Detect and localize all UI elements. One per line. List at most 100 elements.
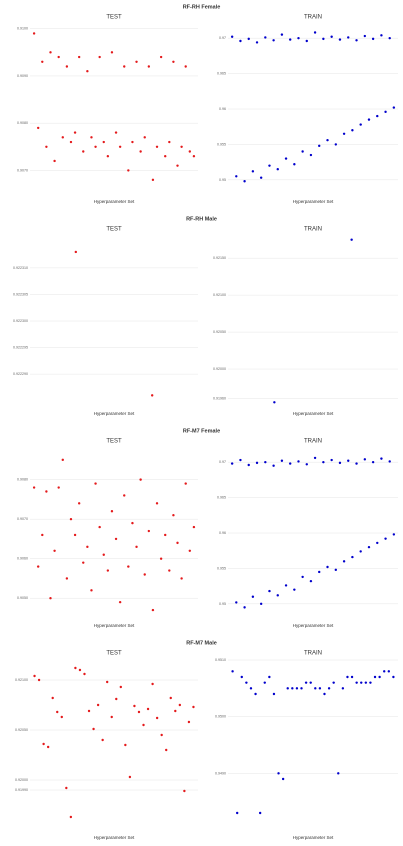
point — [264, 36, 267, 39]
point — [51, 696, 54, 700]
point — [127, 565, 130, 568]
point — [380, 34, 383, 37]
point — [90, 136, 93, 139]
point — [272, 39, 275, 42]
point — [87, 709, 91, 713]
point — [37, 678, 41, 682]
point — [272, 464, 275, 467]
point — [388, 460, 391, 463]
point — [192, 705, 195, 709]
point — [101, 738, 104, 742]
y-tick-label: 0.92000 — [213, 367, 226, 371]
point — [82, 561, 85, 564]
point — [295, 687, 299, 690]
point — [355, 39, 358, 42]
point — [305, 39, 308, 43]
point — [276, 168, 279, 171]
point — [164, 533, 167, 537]
point — [102, 140, 105, 144]
point — [305, 463, 308, 466]
y-tick-label: 0.9490 — [215, 771, 226, 775]
point — [367, 118, 371, 121]
x-axis-label: Hyperparameter Set — [293, 411, 334, 416]
point — [65, 577, 69, 580]
point — [42, 742, 45, 746]
point — [323, 692, 326, 696]
point — [176, 541, 179, 545]
panel-title: TEST — [106, 15, 122, 21]
point — [363, 34, 367, 38]
point — [86, 545, 89, 549]
point — [192, 525, 196, 529]
point — [184, 482, 187, 485]
point — [378, 675, 381, 679]
point — [143, 136, 146, 139]
point — [376, 114, 379, 118]
section-title: RF-RH Male — [186, 216, 217, 222]
point — [322, 37, 325, 41]
point — [301, 150, 304, 153]
point — [268, 675, 271, 679]
point — [56, 710, 59, 714]
y-tick-label: 0.955 — [217, 142, 226, 146]
point — [184, 65, 187, 68]
y-tick-label: 0.9080 — [17, 121, 28, 125]
point — [301, 575, 304, 579]
point — [355, 681, 358, 684]
point — [118, 145, 122, 148]
section-title: RF-RH Female — [183, 4, 221, 10]
point — [364, 681, 368, 684]
point — [57, 55, 60, 59]
point — [94, 482, 97, 485]
x-axis-label: Hyperparameter Set — [94, 411, 135, 416]
y-tick-label: 0.92000 — [15, 778, 28, 782]
point — [65, 65, 69, 68]
y-tick-label: 0.91990 — [15, 788, 28, 792]
point — [288, 462, 292, 465]
point — [77, 502, 81, 505]
point — [341, 687, 345, 690]
point — [115, 697, 118, 701]
y-tick-label: 0.9050 — [17, 596, 28, 600]
y-tick-label: 0.96 — [219, 531, 226, 535]
point — [135, 60, 138, 63]
point — [255, 41, 259, 44]
point — [383, 670, 386, 673]
point — [151, 608, 155, 612]
point — [304, 681, 308, 684]
point — [160, 733, 163, 737]
point — [131, 140, 134, 144]
y-tick-label: 0.97 — [219, 460, 226, 464]
point — [176, 164, 179, 167]
point — [174, 709, 177, 713]
point — [110, 51, 114, 54]
y-tick-label: 0.92050 — [15, 728, 28, 732]
y-tick-label: 0.922290 — [13, 372, 28, 376]
point — [131, 521, 134, 525]
x-axis-label: Hyperparameter Set — [293, 199, 334, 204]
point — [114, 537, 118, 541]
y-tick-label: 0.9080 — [17, 478, 28, 482]
point — [106, 155, 110, 158]
y-tick-label: 0.9500 — [215, 715, 226, 719]
point — [309, 681, 312, 684]
point — [127, 169, 130, 172]
point — [342, 560, 346, 563]
point — [247, 463, 250, 467]
point — [90, 589, 93, 592]
point — [230, 35, 234, 38]
point — [255, 461, 259, 465]
y-tick-label: 0.95 — [219, 178, 226, 182]
point — [342, 132, 346, 135]
point — [57, 486, 60, 489]
point — [284, 584, 288, 587]
point — [254, 692, 257, 696]
point — [119, 685, 123, 689]
point — [373, 675, 377, 679]
point — [268, 164, 271, 167]
panel-title: TEST — [106, 439, 122, 445]
point — [105, 680, 109, 684]
point — [123, 494, 126, 497]
point — [33, 674, 36, 678]
point — [249, 687, 253, 690]
